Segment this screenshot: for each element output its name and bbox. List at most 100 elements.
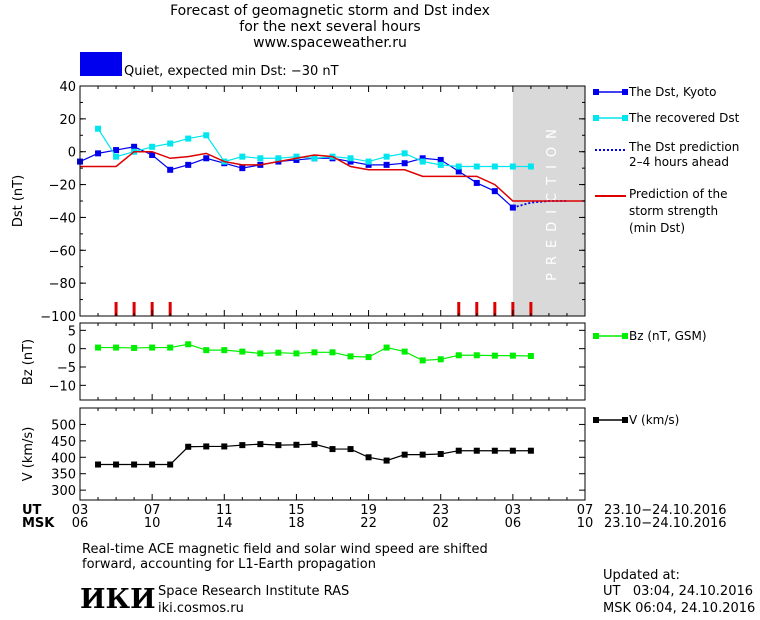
- institute-site[interactable]: iki.cosmos.ru: [158, 601, 244, 616]
- data-point: [275, 349, 282, 356]
- data-point: [473, 352, 480, 359]
- data-point: [383, 161, 390, 168]
- data-point: [311, 349, 318, 356]
- legend-strength-3: (min Dst): [629, 221, 686, 235]
- updated-msk: MSK 06:04, 24.10.2016: [603, 601, 756, 616]
- msk-tick-label: 18: [288, 516, 305, 531]
- msk-row-label: MSK: [22, 516, 55, 531]
- msk-tick-label: 06: [505, 516, 522, 531]
- data-point: [419, 451, 426, 458]
- data-point: [329, 446, 336, 453]
- data-point: [203, 443, 210, 450]
- data-point: [203, 347, 210, 354]
- data-point: [203, 155, 210, 162]
- legend-recovered-symbol: [593, 115, 628, 121]
- data-point: [257, 350, 264, 357]
- data-point: [113, 147, 120, 154]
- legend-kyoto: The Dst, Kyoto: [629, 85, 717, 99]
- legend-bz: Bz (nT, GSM): [629, 329, 707, 343]
- data-point: [491, 447, 498, 454]
- data-point: [347, 446, 354, 453]
- data-point: [293, 156, 300, 163]
- footer-note-1: Real-time ACE magnetic field and solar w…: [82, 542, 488, 557]
- data-point: [509, 352, 516, 359]
- ut-tick-label: 15: [288, 503, 305, 518]
- data-point: [383, 344, 390, 351]
- y-tick-label: 20: [59, 113, 76, 128]
- data-point: [527, 447, 534, 454]
- data-point: [401, 348, 408, 355]
- y-tick-label: 300: [51, 484, 76, 499]
- msk-tick-label: 10: [577, 516, 594, 531]
- data-point: [347, 158, 354, 165]
- legend-v-symbol: [593, 417, 628, 423]
- data-point: [455, 163, 462, 170]
- data-point: [239, 153, 246, 160]
- data-point: [95, 150, 102, 157]
- data-point: [401, 150, 408, 157]
- legend-recovered: The recovered Dst: [629, 111, 740, 125]
- data-point: [509, 447, 516, 454]
- data-point: [203, 132, 210, 139]
- data-point: [437, 451, 444, 457]
- y-tick-label: −20: [49, 179, 76, 194]
- y-tick-label: −10: [49, 379, 76, 394]
- data-point: [455, 168, 462, 175]
- data-point: [419, 158, 426, 165]
- data-point: [455, 447, 462, 454]
- ut-range: 23.10−24.10.2016: [604, 503, 727, 518]
- data-point: [275, 442, 282, 449]
- data-point: [383, 153, 390, 160]
- v-axis-title: V (km/s): [21, 427, 36, 482]
- data-point: [509, 163, 516, 170]
- data-point: [527, 353, 534, 359]
- y-tick-label: −100: [40, 310, 76, 325]
- data-point: [455, 352, 462, 359]
- data-point: [149, 461, 156, 468]
- msk-tick-label: 10: [144, 516, 161, 531]
- data-point: [113, 344, 120, 351]
- y-tick-label: 350: [51, 468, 76, 483]
- ut-tick-label: 07: [577, 503, 594, 518]
- msk-range: 23.10−24.10.2016: [604, 516, 727, 531]
- ut-tick-label: 07: [144, 503, 161, 518]
- ut-tick-label: 19: [360, 503, 377, 518]
- data-point: [473, 163, 480, 170]
- data-point: [239, 348, 246, 355]
- ut-tick-label: 03: [72, 503, 89, 518]
- dst-panel-frame: [79, 85, 586, 317]
- y-tick-label: 0: [68, 343, 76, 358]
- data-point: [365, 454, 372, 461]
- y-tick-label: −60: [49, 244, 76, 259]
- status-swatch: [80, 52, 122, 76]
- data-point: [527, 163, 534, 170]
- msk-tick-label: 14: [216, 516, 233, 531]
- data-point: [293, 441, 300, 448]
- data-point: [365, 161, 372, 168]
- y-tick-label: 5: [68, 324, 76, 339]
- footer-note-2: forward, accounting for L1-Earth propaga…: [82, 557, 376, 572]
- legend-strength-1: Prediction of the: [629, 187, 728, 201]
- v-panel-frame: [79, 407, 586, 501]
- y-tick-label: 0: [68, 146, 76, 161]
- data-point: [185, 135, 192, 142]
- data-point: [473, 179, 480, 186]
- series-line-0-3: [80, 150, 585, 202]
- data-point: [239, 442, 246, 449]
- data-point: [257, 441, 264, 448]
- data-point: [95, 125, 102, 132]
- chart-title-link[interactable]: www.spaceweather.ru: [253, 35, 407, 51]
- data-point: [239, 165, 246, 172]
- data-point: [95, 344, 102, 351]
- data-point: [167, 461, 174, 468]
- data-point: [293, 350, 300, 357]
- data-point: [275, 155, 282, 162]
- institute-name: Space Research Institute RAS: [158, 584, 350, 599]
- data-point: [311, 441, 318, 448]
- y-tick-label: 40: [59, 80, 76, 95]
- data-point: [365, 158, 372, 165]
- data-point: [437, 356, 444, 363]
- ut-row-label: UT: [22, 503, 42, 518]
- data-point: [185, 161, 192, 168]
